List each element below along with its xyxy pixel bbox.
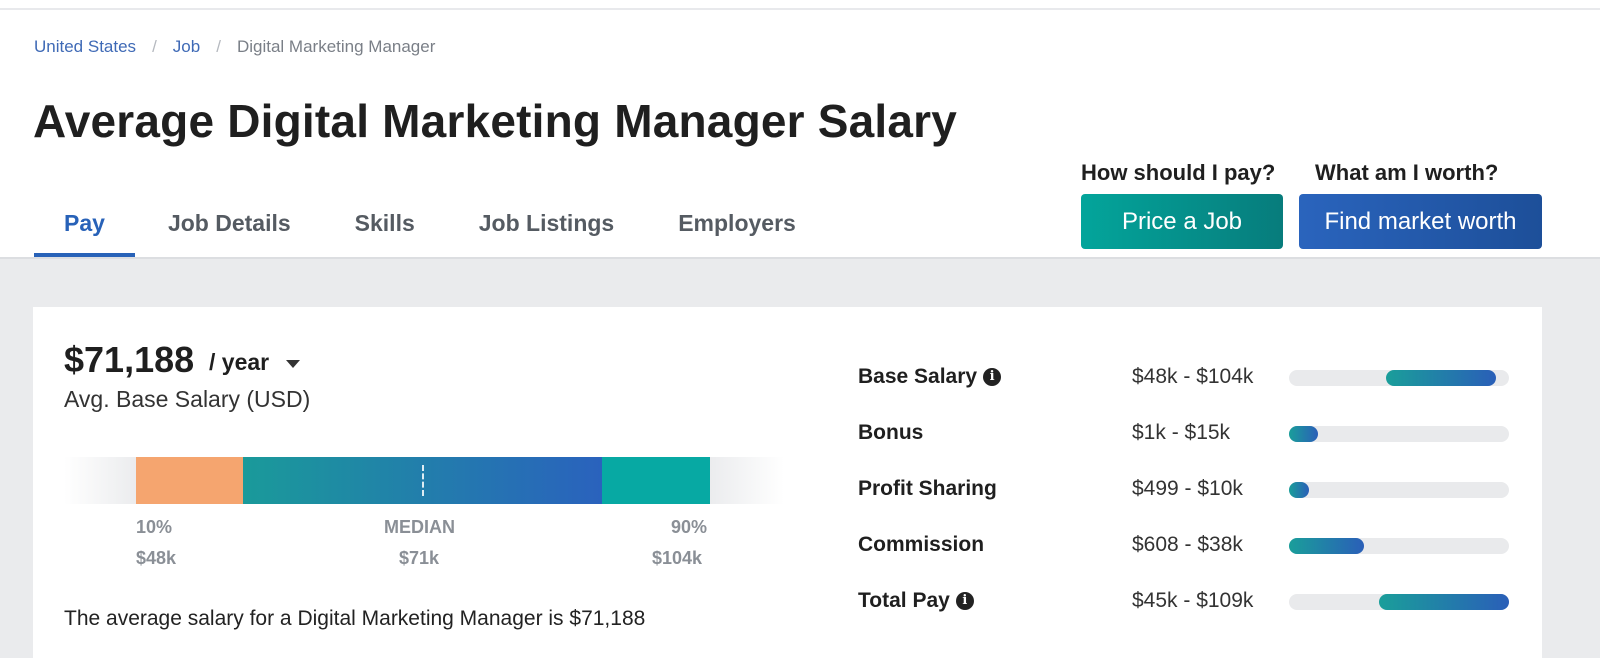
find-market-worth-button[interactable]: Find market worth xyxy=(1299,194,1542,249)
tab-employers[interactable]: Employers xyxy=(678,210,796,236)
comp-range: $608 - $38k xyxy=(1132,533,1243,556)
comp-row-bonus: Bonus $1k - $15k xyxy=(858,421,1518,451)
page-title: Average Digital Marketing Manager Salary xyxy=(33,95,958,147)
comp-range: $48k - $104k xyxy=(1132,365,1254,388)
median-marker xyxy=(422,465,424,496)
range-segment-low xyxy=(136,457,243,504)
comp-range-fill xyxy=(1385,370,1496,386)
tab-skills[interactable]: Skills xyxy=(354,210,415,236)
info-icon[interactable]: i xyxy=(983,368,1002,386)
comp-name: Commission xyxy=(858,533,984,557)
comp-range-track xyxy=(1289,370,1509,386)
comp-range: $499 - $10k xyxy=(1132,477,1243,500)
salary-range-bar xyxy=(64,457,784,504)
comp-range-fill xyxy=(1289,538,1364,554)
breadcrumb: United States / Job / Digital Marketing … xyxy=(34,37,435,57)
salary-caption: Avg. Base Salary (USD) xyxy=(64,386,311,412)
comp-range-track xyxy=(1289,426,1509,442)
salary-period[interactable]: / year xyxy=(209,349,270,375)
comp-name-label: Total Pay xyxy=(858,589,950,612)
median-value: $71k xyxy=(399,548,440,568)
p90-value: $104k xyxy=(652,548,703,568)
worth-question: What am I worth? xyxy=(1315,160,1499,185)
tab-job-details[interactable]: Job Details xyxy=(167,210,291,236)
tab-job-listings[interactable]: Job Listings xyxy=(478,210,615,236)
comp-range-fill xyxy=(1379,594,1509,610)
comp-range-fill xyxy=(1289,426,1318,442)
breadcrumb-current: Digital Marketing Manager xyxy=(236,37,436,56)
info-icon[interactable]: i xyxy=(955,592,974,610)
comp-row-commission: Commission $608 - $38k xyxy=(858,533,1518,563)
comp-row-total-pay: Total Pay i $45k - $109k xyxy=(858,589,1518,619)
comp-name-label: Profit Sharing xyxy=(858,477,997,500)
comp-name: Base Salary i xyxy=(858,365,1002,389)
comp-name: Total Pay i xyxy=(858,589,974,613)
price-a-job-button[interactable]: Price a Job xyxy=(1081,194,1283,249)
comp-row-profit-sharing: Profit Sharing $499 - $10k xyxy=(858,477,1518,507)
chevron-down-icon[interactable] xyxy=(286,360,300,368)
breadcrumb-separator: / xyxy=(152,37,157,56)
comp-range-track xyxy=(1289,594,1509,610)
comp-range-track xyxy=(1289,538,1509,554)
comp-name: Profit Sharing xyxy=(858,477,997,501)
breadcrumb-link-job[interactable]: Job xyxy=(172,37,201,56)
breadcrumb-link-country[interactable]: United States xyxy=(34,37,137,56)
salary-amount: $71,188 xyxy=(64,339,195,380)
salary-summary: The average salary for a Digital Marketi… xyxy=(64,607,646,630)
comp-row-base-salary: Base Salary i $48k - $104k xyxy=(858,365,1518,395)
p90-label: 90% xyxy=(671,517,708,537)
price-question: How should I pay? xyxy=(1081,160,1276,185)
range-segment-high xyxy=(602,457,710,504)
breadcrumb-separator: / xyxy=(216,37,221,56)
range-fade-left xyxy=(64,457,136,504)
top-divider xyxy=(0,8,1600,10)
comp-name: Bonus xyxy=(858,421,923,445)
comp-range: $45k - $109k xyxy=(1132,589,1254,612)
p10-label: 10% xyxy=(136,517,173,537)
comp-name-label: Bonus xyxy=(858,421,924,444)
comp-name-label: Base Salary xyxy=(858,365,978,388)
tab-bar: Pay Job Details Skills Job Listings Empl… xyxy=(34,202,860,257)
comp-range: $1k - $15k xyxy=(1132,421,1231,444)
comp-name-label: Commission xyxy=(858,533,985,556)
tab-pay[interactable]: Pay xyxy=(34,202,135,257)
median-label: MEDIAN xyxy=(384,517,455,537)
range-fade-right xyxy=(710,457,784,504)
salary-card: $71,188 / year Avg. Base Salary (USD) 10… xyxy=(33,307,1542,658)
comp-range-fill xyxy=(1289,482,1309,498)
comp-range-track xyxy=(1289,482,1509,498)
p10-value: $48k xyxy=(136,548,177,568)
